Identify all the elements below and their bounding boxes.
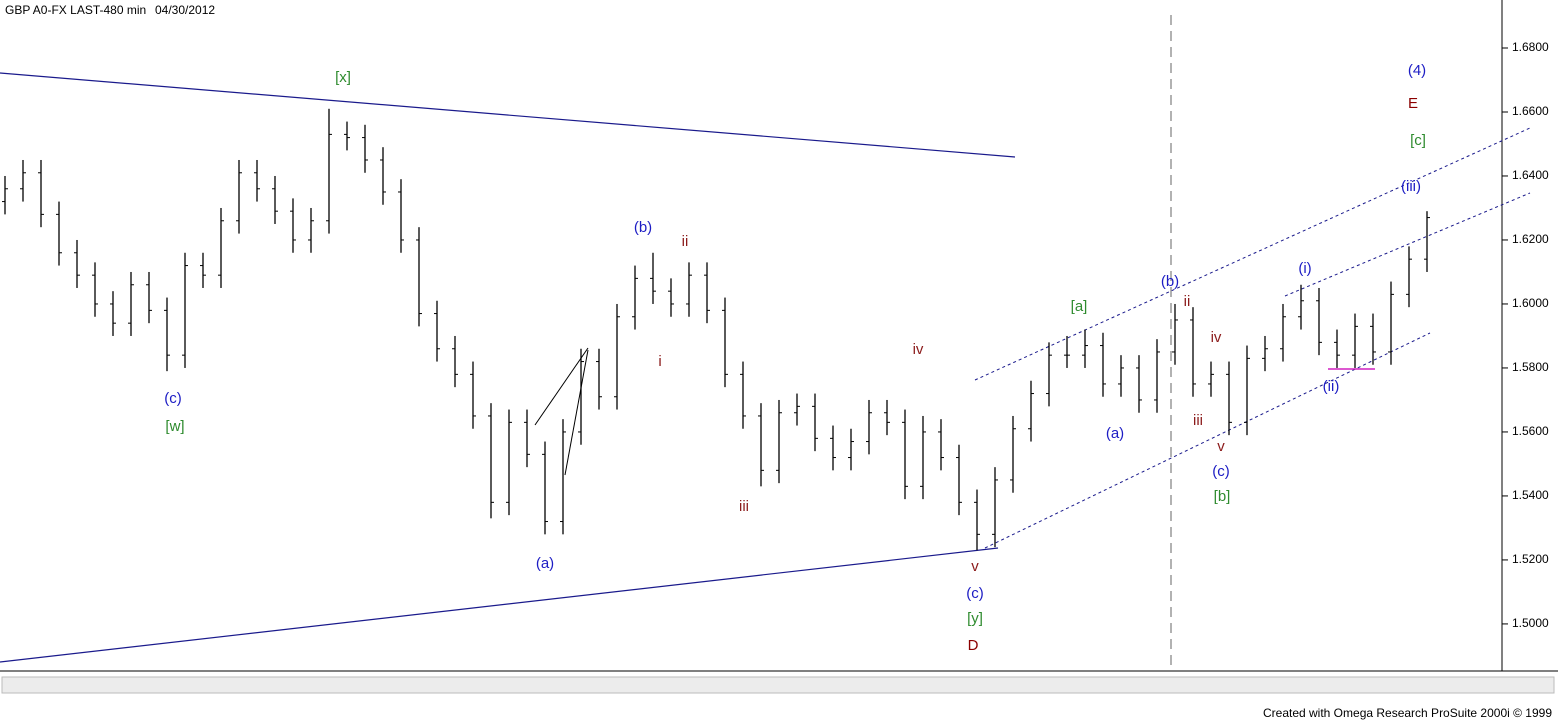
wave-label: [y] bbox=[967, 610, 983, 627]
wave-label: (a) bbox=[1106, 425, 1124, 442]
chart-title: GBP A0-FX LAST-480 min bbox=[5, 3, 146, 17]
y-tick-label: 1.6400 bbox=[1512, 168, 1549, 182]
trendline bbox=[534, 347, 589, 426]
wave-label: iii bbox=[739, 498, 749, 515]
chart-date: 04/30/2012 bbox=[155, 3, 215, 17]
wave-label: (c) bbox=[1212, 463, 1230, 480]
wave-label: (b) bbox=[634, 219, 652, 236]
wave-label: ii bbox=[682, 233, 689, 250]
channel-line bbox=[984, 332, 1431, 549]
wave-label: (b) bbox=[1161, 273, 1179, 290]
wave-label: iv bbox=[913, 341, 924, 358]
y-tick-label: 1.5600 bbox=[1512, 424, 1549, 438]
y-tick-label: 1.6600 bbox=[1512, 104, 1549, 118]
y-tick-label: 1.5000 bbox=[1512, 616, 1549, 630]
y-tick-label: 1.6000 bbox=[1512, 296, 1549, 310]
trendline bbox=[564, 349, 589, 476]
wave-label: (ii) bbox=[1323, 378, 1340, 395]
wave-label: [a] bbox=[1071, 298, 1088, 315]
wave-label: (iii) bbox=[1401, 178, 1421, 195]
wave-label: [c] bbox=[1410, 132, 1426, 149]
y-tick-label: 1.6800 bbox=[1512, 40, 1549, 54]
wave-label: v bbox=[1217, 438, 1225, 455]
wave-label: v bbox=[971, 558, 979, 575]
wave-label: E bbox=[1408, 95, 1418, 112]
wave-label: i bbox=[658, 353, 661, 370]
wave-label: iii bbox=[1193, 412, 1203, 429]
wave-label: [w] bbox=[165, 418, 184, 435]
wave-label: iv bbox=[1211, 329, 1222, 346]
wave-label: [b] bbox=[1214, 488, 1231, 505]
footer: Created with Omega Research ProSuite 200… bbox=[1263, 706, 1552, 720]
wave-label: (c) bbox=[164, 390, 182, 407]
trendline bbox=[0, 547, 999, 663]
wave-label: (a) bbox=[536, 555, 554, 572]
scrollbar bbox=[1, 676, 1555, 694]
wave-label: (i) bbox=[1298, 260, 1311, 277]
y-tick-label: 1.5400 bbox=[1512, 488, 1549, 502]
wave-label: D bbox=[968, 637, 979, 654]
wave-label: (c) bbox=[966, 585, 984, 602]
wave-label: (4) bbox=[1408, 62, 1426, 79]
trendline bbox=[0, 72, 1016, 158]
y-tick-label: 1.5800 bbox=[1512, 360, 1549, 374]
wave-label: [x] bbox=[335, 69, 351, 86]
y-tick-label: 1.5200 bbox=[1512, 552, 1549, 566]
channel-line bbox=[1284, 192, 1531, 297]
wave-label: ii bbox=[1184, 293, 1191, 310]
y-tick-label: 1.6200 bbox=[1512, 232, 1549, 246]
